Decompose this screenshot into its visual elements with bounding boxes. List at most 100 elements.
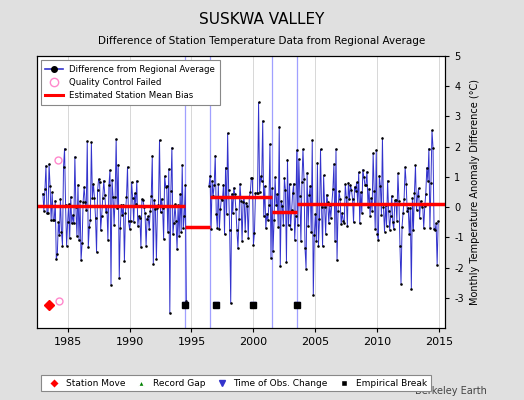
- Point: [338, 210, 346, 216]
- Point: [212, 210, 221, 217]
- Point: [149, 260, 158, 267]
- Point: [119, 202, 127, 208]
- Point: [336, 196, 344, 203]
- Point: [366, 212, 374, 219]
- Point: [369, 150, 377, 156]
- Point: [387, 213, 395, 219]
- Point: [177, 229, 185, 235]
- Point: [207, 226, 215, 233]
- Point: [73, 233, 81, 239]
- Point: [356, 220, 364, 226]
- Point: [430, 226, 438, 232]
- Point: [323, 198, 332, 205]
- Point: [362, 182, 370, 188]
- Point: [368, 208, 376, 214]
- Point: [143, 215, 151, 222]
- Point: [91, 214, 100, 221]
- Point: [221, 164, 230, 171]
- Point: [46, 183, 54, 190]
- Point: [397, 280, 405, 287]
- Point: [423, 164, 431, 171]
- Point: [118, 212, 126, 218]
- Point: [417, 198, 425, 204]
- Point: [66, 235, 74, 242]
- Point: [226, 300, 235, 306]
- Point: [412, 207, 421, 213]
- Point: [55, 232, 63, 238]
- Point: [106, 167, 114, 174]
- Point: [159, 236, 168, 242]
- Point: [418, 204, 426, 210]
- Point: [396, 243, 404, 250]
- Point: [271, 174, 279, 181]
- Point: [266, 141, 274, 147]
- Point: [41, 186, 49, 193]
- Point: [278, 203, 287, 209]
- Point: [237, 198, 245, 204]
- Point: [110, 222, 118, 228]
- Point: [228, 210, 237, 216]
- Point: [167, 188, 175, 194]
- Point: [80, 184, 89, 190]
- Point: [144, 213, 152, 220]
- Point: [363, 168, 371, 175]
- Point: [151, 206, 160, 212]
- Point: [350, 219, 358, 226]
- Point: [108, 177, 116, 183]
- Y-axis label: Monthly Temperature Anomaly Difference (°C): Monthly Temperature Anomaly Difference (…: [470, 79, 480, 305]
- Point: [116, 224, 125, 231]
- Point: [348, 196, 357, 202]
- Point: [257, 178, 266, 184]
- Point: [165, 166, 173, 172]
- Point: [391, 197, 400, 204]
- Point: [100, 177, 108, 184]
- Point: [420, 225, 428, 231]
- Point: [82, 207, 91, 214]
- Point: [265, 202, 273, 208]
- Point: [287, 226, 295, 232]
- Point: [302, 265, 310, 272]
- Point: [175, 233, 183, 239]
- Point: [256, 173, 265, 180]
- Point: [211, 152, 220, 159]
- Point: [181, 182, 190, 188]
- Point: [92, 249, 101, 255]
- Point: [400, 196, 408, 202]
- Point: [273, 191, 281, 198]
- Point: [83, 138, 92, 145]
- Point: [247, 174, 256, 181]
- Point: [130, 190, 139, 196]
- Point: [225, 227, 234, 234]
- Point: [138, 196, 146, 202]
- Point: [169, 231, 177, 237]
- Point: [206, 172, 214, 179]
- Point: [88, 194, 96, 201]
- Point: [370, 188, 378, 194]
- Point: [179, 225, 188, 232]
- Point: [150, 197, 159, 203]
- Point: [406, 204, 414, 211]
- Point: [270, 217, 278, 223]
- Point: [112, 136, 121, 142]
- Point: [109, 194, 117, 200]
- Point: [61, 202, 70, 208]
- Point: [313, 160, 322, 166]
- Point: [173, 246, 181, 252]
- Point: [156, 209, 165, 216]
- Point: [286, 181, 294, 187]
- Point: [407, 286, 416, 292]
- Point: [434, 218, 442, 225]
- Point: [381, 202, 390, 208]
- Point: [299, 146, 307, 152]
- Point: [227, 191, 236, 197]
- Point: [310, 232, 319, 238]
- Point: [346, 182, 355, 188]
- Point: [288, 207, 296, 214]
- Point: [238, 238, 246, 244]
- Point: [316, 146, 325, 153]
- Point: [422, 190, 430, 197]
- Point: [261, 225, 270, 231]
- Point: [354, 201, 362, 207]
- Point: [160, 173, 169, 179]
- Point: [99, 195, 107, 201]
